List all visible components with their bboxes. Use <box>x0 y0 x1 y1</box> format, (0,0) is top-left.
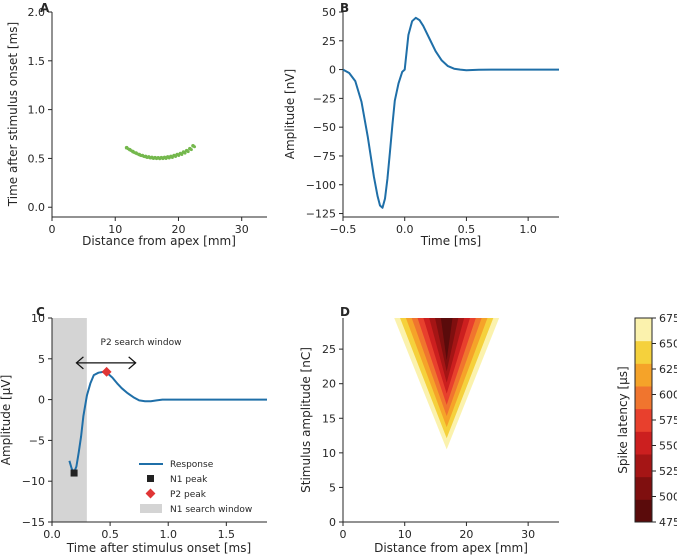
legend-response-label: Response <box>170 460 214 470</box>
colorbar-tick-label: 525 <box>659 465 677 478</box>
response-line <box>68 370 267 474</box>
panel-c-xtick-label: 0.0 <box>43 528 61 541</box>
panel-d-ytick-label: 0 <box>329 516 336 529</box>
colorbar-cell <box>635 408 652 432</box>
colorbar-tick-label: 550 <box>659 440 677 453</box>
p2-window-arrowhead-right <box>128 356 137 370</box>
panel-c-ytick-label: 5 <box>38 353 45 366</box>
panel-d-ylabel: Stimulus amplitude [nC] <box>299 347 313 493</box>
panel-a-xtick-label: 0 <box>49 223 56 236</box>
panel-d-ytick-label: 20 <box>322 378 336 391</box>
panel-a-ytick-label: 0.0 <box>28 201 46 214</box>
heatmap-band <box>440 318 453 361</box>
n1-search-window <box>52 318 87 522</box>
colorbar-tick-label: 575 <box>659 414 677 427</box>
panel-d-ytick-label: 25 <box>322 343 336 356</box>
panel-a-xlabel: Distance from apex [mm] <box>82 234 236 248</box>
colorbar: 475 500 525 550 575 600 625 650 675 Spike latenc… <box>616 312 677 529</box>
panel-b-ytick-label: −125 <box>306 208 336 221</box>
legend-n1-window-swatch <box>140 504 162 513</box>
legend-n1-window-label: N1 search window <box>170 505 252 515</box>
panel-b-ytick-label: −75 <box>313 150 336 163</box>
panel-b-ytick-label: 50 <box>322 6 336 19</box>
panel-c-xtick-label: 1.0 <box>159 528 177 541</box>
scatter-point <box>180 153 184 157</box>
panel-b-ytick-label: 0 <box>329 64 336 77</box>
colorbar-tick-label: 625 <box>659 363 677 376</box>
panel-b-ytick-label: −50 <box>313 121 336 134</box>
panel-b-xtick-label: 0.5 <box>458 223 476 236</box>
scatter-point <box>193 145 197 149</box>
panel-c-label: C <box>36 305 45 319</box>
panel-b-ytick-label: 25 <box>322 35 336 48</box>
panel-b-xtick-label: −0.5 <box>330 223 357 236</box>
panel-c-xtick-label: 0.5 <box>101 528 119 541</box>
n1-peak-marker <box>70 469 78 477</box>
panel-a-ytick-label: 0.5 <box>28 152 46 165</box>
colorbar-cell <box>635 363 652 387</box>
legend-n1-swatch <box>147 475 154 482</box>
panel-d-ytick-label: 15 <box>322 412 336 425</box>
colorbar-tick-label: 600 <box>659 389 677 402</box>
panel-a-ytick-label: 1.5 <box>28 55 46 68</box>
panel-c-ytick-label: −15 <box>22 516 45 529</box>
panel-b-xlabel: Time [ms] <box>420 234 482 248</box>
scatter-point <box>186 150 190 154</box>
panel-c-legend: Response N1 peak P2 peak N1 search windo… <box>139 460 252 515</box>
panel-d-xlabel: Distance from apex [mm] <box>374 541 528 555</box>
panel-d-xtick-label: 10 <box>398 528 412 541</box>
panel-a-ytick-label: 2.0 <box>28 6 46 19</box>
colorbar-label: Spike latency [µs] <box>616 366 630 473</box>
panel-d-ytick-label: 5 <box>329 481 336 494</box>
panel-d: D 0 10 20 30 0 5 10 15 20 25 Distance from apex [… <box>299 305 559 555</box>
panel-a-ylabel: Time after stimulus onset [ms] <box>6 22 20 207</box>
legend-p2-swatch <box>145 488 156 499</box>
scatter-point <box>189 148 193 152</box>
p2-window-arrowhead-left <box>75 356 84 370</box>
panel-d-ytick-label: 10 <box>322 447 336 460</box>
panel-d-xtick-label: 20 <box>459 528 473 541</box>
colorbar-cell <box>635 476 652 500</box>
colorbar-cell <box>635 318 652 342</box>
p2-window-annotation: P2 search window <box>101 338 182 348</box>
legend-p2-label: P2 peak <box>170 490 207 500</box>
panel-b-label: B <box>340 1 349 15</box>
panel-c-ytick-label: −10 <box>22 475 45 488</box>
colorbar-cell <box>635 431 652 455</box>
panel-b-xtick-label: 0.0 <box>396 223 414 236</box>
panel-d-label: D <box>340 305 350 319</box>
panel-b-ytick-label: −25 <box>313 92 336 105</box>
panel-c-ytick-label: 0 <box>38 394 45 407</box>
panel-c-xlabel: Time after stimulus onset [ms] <box>66 541 251 555</box>
panel-a-xtick-label: 30 <box>235 223 249 236</box>
panel-b-xtick-label: 1.0 <box>519 223 537 236</box>
colorbar-cell <box>635 499 652 523</box>
panel-a-ytick-label: 1.0 <box>28 104 46 117</box>
panel-a-xtick-label: 20 <box>171 223 185 236</box>
response-line <box>342 16 559 209</box>
panel-c-xtick-label: 1.5 <box>218 528 236 541</box>
colorbar-tick-label: 475 <box>659 516 677 529</box>
panel-b: B −0.5 0.0 0.5 1.0 −125 −100 −75 −50 −25 0 25 50 Ti… <box>283 1 559 248</box>
scatter-point <box>183 151 187 155</box>
legend-n1-label: N1 peak <box>170 475 208 485</box>
colorbar-tick-label: 650 <box>659 338 677 351</box>
colorbar-cell <box>635 340 652 364</box>
panel-c: C 0.0 0.5 1.0 1.5 −15 −10 −5 0 5 10 Time after st… <box>0 305 267 555</box>
panel-a: A 0 10 20 30 0.0 0.5 1.0 1.5 2.0 Distance from a… <box>6 1 267 248</box>
colorbar-tick-label: 675 <box>659 312 677 325</box>
colorbar-cell <box>635 454 652 478</box>
colorbar-tick-label: 500 <box>659 491 677 504</box>
panel-b-ylabel: Amplitude [nV] <box>283 69 297 160</box>
panel-a-xtick-label: 10 <box>108 223 122 236</box>
panel-c-ytick-label: 10 <box>31 312 45 325</box>
panel-b-ytick-label: −100 <box>306 179 336 192</box>
colorbar-cell <box>635 386 652 410</box>
panel-c-ytick-label: −5 <box>29 434 45 447</box>
panel-d-xtick-label: 0 <box>340 528 347 541</box>
panel-c-ylabel: Amplitude [µV] <box>0 375 13 466</box>
panel-d-xtick-label: 30 <box>521 528 535 541</box>
panel-a-label: A <box>40 1 50 15</box>
